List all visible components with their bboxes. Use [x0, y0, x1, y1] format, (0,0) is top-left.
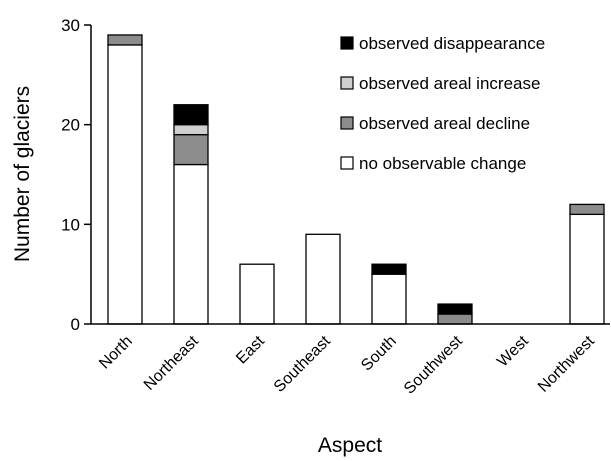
bar-northeast-no-observable-change — [173, 163, 209, 325]
bar-southwest-observed-disappearance — [437, 303, 473, 315]
x-tick-label-south: South — [358, 333, 400, 375]
legend-item-no-observable-change: no observable change — [340, 154, 526, 173]
legend-swatch-observed-disappearance — [340, 36, 354, 50]
x-tick-label-southeast: Southeast — [271, 332, 334, 395]
x-axis-title: Aspect — [318, 434, 382, 457]
bar-group-north — [107, 34, 143, 325]
legend-item-observed-areal-increase: observed areal increase — [340, 74, 540, 93]
plot-area — [107, 34, 605, 325]
legend-label-no-observable-change: no observable change — [359, 154, 526, 173]
y-tick-label-20: 20 — [61, 116, 80, 135]
bar-northeast-observed-areal-increase — [173, 124, 209, 136]
bar-southwest-observed-areal-decline — [437, 313, 473, 325]
bar-north-observed-areal-decline — [107, 34, 143, 46]
legend-swatch-observed-areal-decline — [340, 116, 354, 130]
y-tick-label-0: 0 — [71, 315, 80, 334]
legend-swatch-no-observable-change — [340, 156, 354, 170]
bar-north-no-observable-change — [107, 44, 143, 325]
bar-east-no-observable-change — [239, 263, 275, 325]
bar-northeast-observed-disappearance — [173, 104, 209, 126]
y-axis-title: Number of glaciers — [11, 86, 34, 262]
y-tick-label-30: 30 — [61, 16, 80, 35]
legend: observed disappearance observed areal inc… — [340, 34, 545, 173]
x-axis: North Northeast East Southeast South Southwes… — [91, 323, 610, 398]
x-tick-label-east: East — [233, 332, 268, 367]
x-tick-label-northeast: Northeast — [141, 332, 202, 393]
y-tick-label-10: 10 — [61, 215, 80, 234]
legend-label-observed-disappearance: observed disappearance — [359, 34, 545, 53]
x-tick-label-southwest: Southwest — [401, 332, 466, 397]
bar-group-northwest — [569, 203, 605, 325]
bar-south-no-observable-change — [371, 273, 407, 325]
bar-south-observed-disappearance — [371, 263, 407, 275]
legend-label-observed-areal-increase: observed areal increase — [359, 74, 540, 93]
bar-northwest-observed-areal-decline — [569, 203, 605, 216]
bar-group-southeast — [305, 233, 341, 325]
x-tick-label-west: West — [494, 332, 532, 370]
legend-label-observed-areal-decline: observed areal decline — [359, 114, 530, 133]
bar-northeast-observed-areal-decline — [173, 133, 209, 166]
bar-group-northeast — [173, 104, 209, 325]
bar-group-south — [371, 263, 407, 325]
bar-northwest-no-observable-change — [569, 213, 605, 325]
legend-swatch-observed-areal-increase — [340, 76, 354, 90]
x-tick-label-north: North — [96, 333, 136, 373]
legend-item-observed-areal-decline: observed areal decline — [340, 114, 530, 133]
bar-group-southwest — [437, 303, 473, 325]
y-axis: 0 10 20 30 — [61, 16, 92, 334]
bar-group-east — [239, 263, 275, 325]
legend-item-observed-disappearance: observed disappearance — [340, 34, 545, 53]
bar-southeast-no-observable-change — [305, 233, 341, 325]
x-tick-label-northwest: Northwest — [535, 332, 598, 395]
